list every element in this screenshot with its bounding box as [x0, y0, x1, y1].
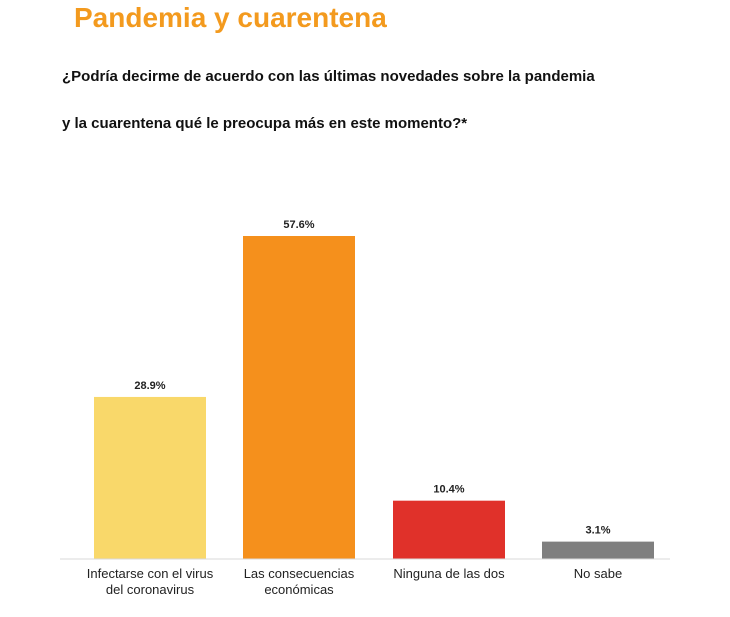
value-label-2: 57.6%	[283, 219, 314, 231]
category-label-1-line-2: del coronavirus	[106, 582, 195, 597]
category-label-3-line-1: Ninguna de las dos	[393, 566, 505, 581]
value-label-3: 10.4%	[433, 484, 464, 496]
page-title: Pandemia y cuarentena	[74, 2, 387, 33]
question-line-1: ¿Podría decirme de acuerdo con las últim…	[62, 68, 595, 85]
value-label-1: 28.9%	[134, 380, 165, 392]
category-label-2-line-1: Las consecuencias	[244, 566, 355, 581]
bar-1	[94, 396, 206, 559]
question-line-2: y la cuarentena qué le preocupa más en e…	[62, 115, 468, 132]
category-label-1-line-1: Infectarse con el virus	[87, 566, 214, 581]
category-label-2-line-2: económicas	[264, 582, 334, 597]
category-label-4-line-1: No sabe	[574, 566, 622, 581]
bar-2	[243, 236, 355, 559]
bar-3	[393, 500, 505, 559]
value-label-4: 3.1%	[585, 525, 610, 537]
bar-4	[542, 541, 654, 559]
